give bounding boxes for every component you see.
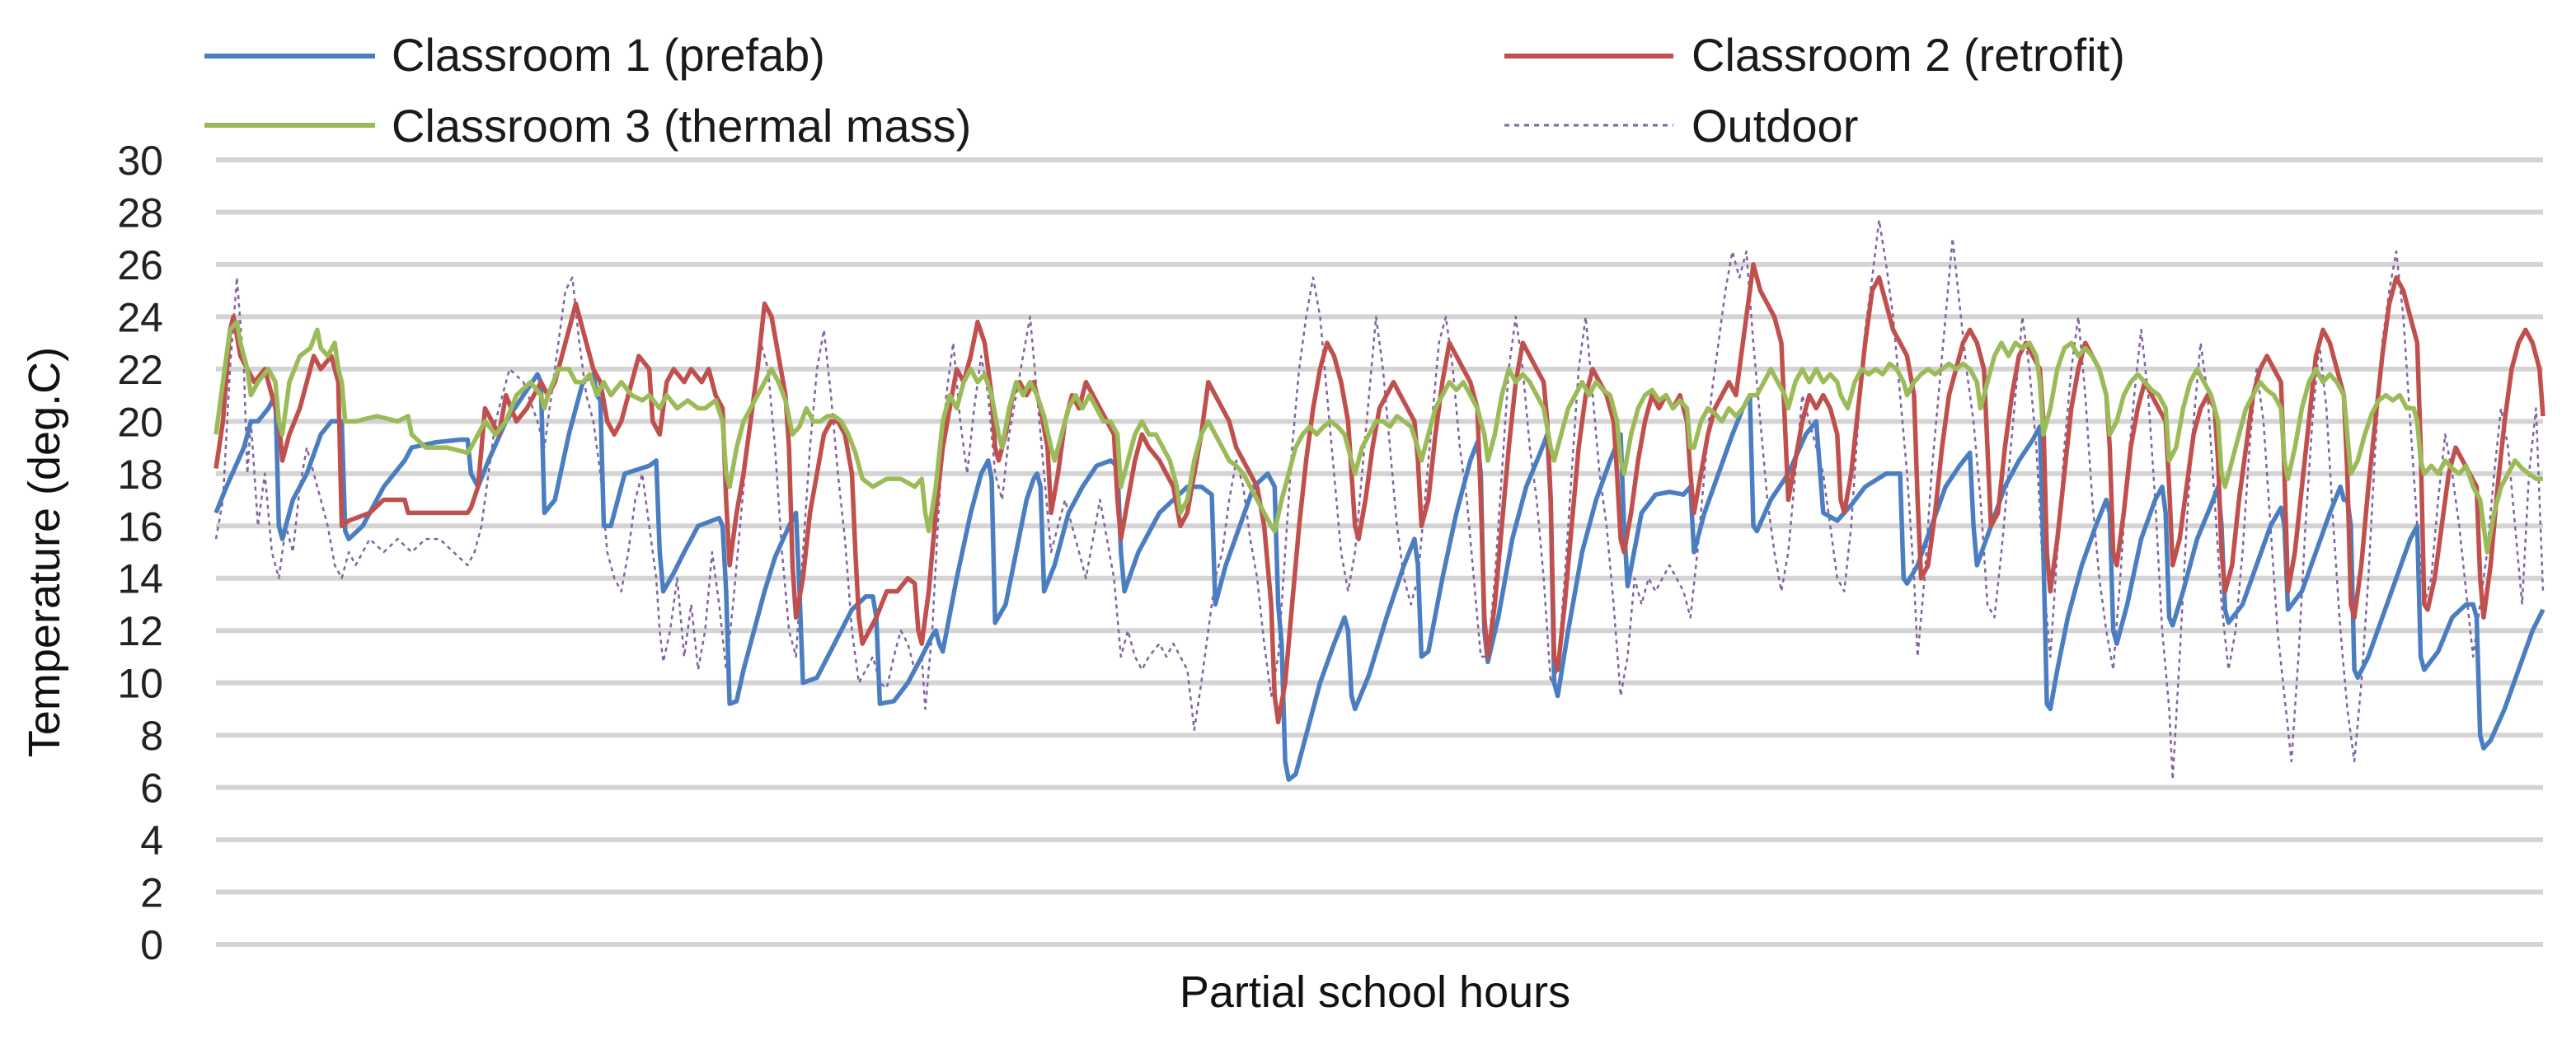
series-line-classroom-3-thermal-mass (213, 319, 2543, 555)
legend: Classroom 1 (prefab) Classroom 2 (retrof… (204, 29, 2125, 152)
legend-item-outdoor: Outdoor (1504, 100, 1858, 152)
x-axis-title: Partial school hours (1180, 967, 1570, 1017)
series-layer (213, 218, 2546, 782)
y-tick-label-20: 20 (117, 399, 163, 445)
y-tick-label-0: 0 (140, 922, 163, 968)
y-tick-label-28: 28 (117, 190, 163, 236)
y-tick-label-4: 4 (140, 817, 163, 864)
y-tick-label-24: 24 (117, 294, 163, 340)
y-tick-label-10: 10 (117, 661, 163, 707)
series-line-classroom-2-retrofit (213, 262, 2546, 725)
legend-label-outdoor: Outdoor (1692, 100, 1858, 152)
y-tick-label-2: 2 (140, 870, 163, 916)
y-tick-label-16: 16 (117, 503, 163, 550)
legend-item-classroom-3: Classroom 3 (thermal mass) (204, 100, 971, 152)
y-tick-label-22: 22 (117, 347, 163, 393)
y-tick-label-14: 14 (117, 556, 163, 602)
y-tick-label-6: 6 (140, 766, 163, 812)
legend-label-classroom-1: Classroom 1 (prefab) (392, 29, 825, 81)
y-tick-label-8: 8 (140, 713, 163, 759)
y-tick-label-30: 30 (117, 138, 163, 184)
y-tick-label-26: 26 (117, 242, 163, 288)
legend-item-classroom-2: Classroom 2 (retrofit) (1504, 29, 2125, 81)
y-tick-label-18: 18 (117, 452, 163, 498)
legend-item-classroom-1: Classroom 1 (prefab) (204, 29, 825, 81)
series-line-classroom-1-prefab (213, 372, 2546, 782)
series-line-outdoor (214, 218, 2545, 781)
legend-label-classroom-2: Classroom 2 (retrofit) (1692, 29, 2125, 81)
legend-label-classroom-3: Classroom 3 (thermal mass) (392, 100, 971, 152)
y-tick-label-12: 12 (117, 608, 163, 654)
y-axis-title: Temperature (deg.C) (20, 347, 69, 757)
